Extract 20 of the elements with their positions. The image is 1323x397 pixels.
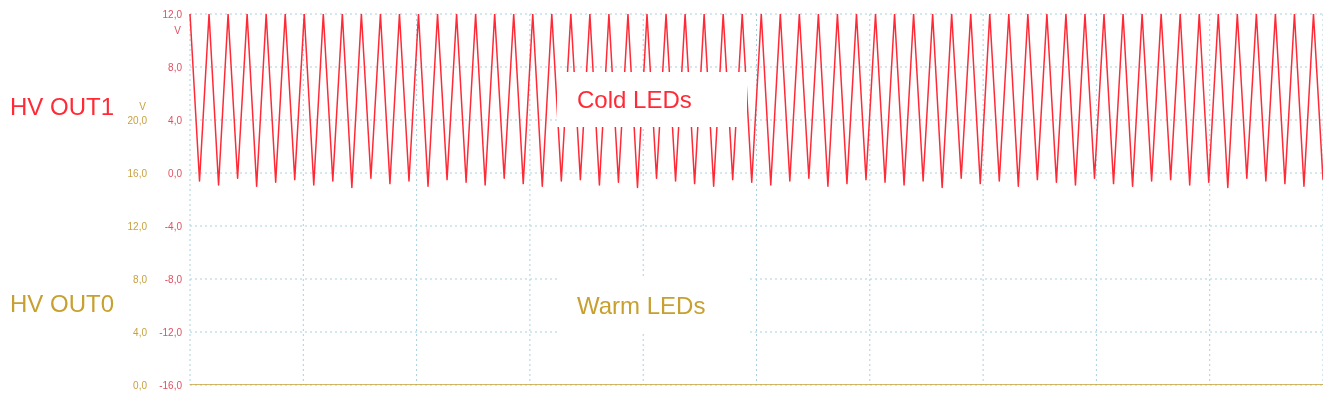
y-axis-title: V — [174, 25, 182, 37]
y-tick-label: 12,0 — [162, 8, 183, 20]
y-tick-label: -12,0 — [159, 326, 183, 338]
y2-tick-label: 8,0 — [133, 273, 148, 285]
y-tick-label: -4,0 — [164, 220, 183, 232]
y2-tick-label: 20,0 — [127, 114, 148, 126]
y2-tick-label: 0,0 — [133, 379, 148, 391]
annotation: Warm LEDs — [557, 278, 747, 333]
text: HV OUT0 — [10, 290, 115, 318]
y2-axis-title: V — [139, 101, 147, 113]
y-tick-label: 0,0 — [168, 167, 183, 179]
y2-tick-label: 4,0 — [133, 326, 148, 338]
text: HV OUT1 — [10, 93, 115, 121]
y-tick-label: 4,0 — [168, 114, 183, 126]
y-tick-label: -8,0 — [164, 273, 183, 285]
y-tick-label: 8,0 — [168, 61, 183, 73]
y-tick-label: -16,0 — [159, 379, 183, 391]
annotation: Cold LEDs — [557, 72, 747, 127]
y2-tick-label: 12,0 — [127, 220, 148, 232]
y2-tick-label: 16,0 — [127, 167, 148, 179]
